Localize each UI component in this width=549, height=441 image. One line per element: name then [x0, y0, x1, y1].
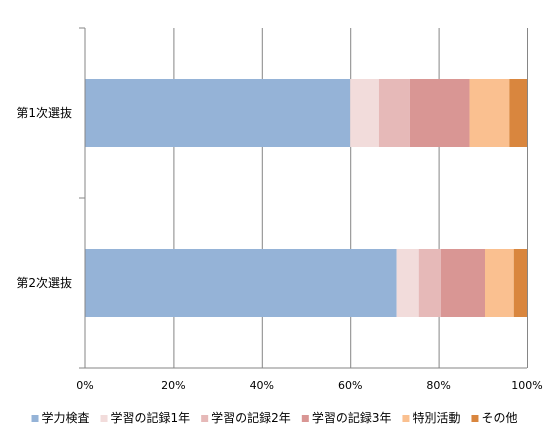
- bar-segment: [85, 249, 397, 317]
- bar-segment: [396, 249, 419, 317]
- legend-swatch: [31, 415, 39, 422]
- legend-label: 学習の記録2年: [211, 410, 291, 425]
- bar-segment: [469, 79, 510, 147]
- bar-segment: [440, 249, 486, 317]
- legend-swatch: [471, 415, 479, 422]
- x-tick-label: 100%: [511, 379, 542, 392]
- x-tick-label: 60%: [338, 379, 362, 392]
- legend-item: 学習の記録2年: [201, 410, 291, 425]
- x-tick-label: 0%: [76, 379, 93, 392]
- bar-segment: [85, 79, 351, 147]
- axes: [79, 27, 527, 369]
- category-label: 第2次選抜: [16, 276, 72, 290]
- bar-segment: [409, 79, 470, 147]
- bar-segment: [418, 249, 441, 317]
- x-tick-label: 40%: [250, 379, 274, 392]
- legend: 学力検査 学習の記録1年 学習の記録2年 学習の記録3年 特別活動 その他: [31, 410, 517, 425]
- bar-segment: [509, 79, 527, 147]
- legend-item: 学習の記録1年: [100, 410, 191, 425]
- legend-label: 学習の記録1年: [111, 410, 191, 425]
- bar-segment: [485, 249, 514, 317]
- legend-swatch: [100, 415, 108, 422]
- legend-swatch: [201, 415, 209, 422]
- legend-label: 学習の記録3年: [312, 410, 392, 425]
- legend-swatch: [402, 415, 410, 422]
- legend-item: その他: [471, 411, 517, 425]
- bar-segment: [378, 79, 410, 147]
- legend-item: 学習の記録3年: [301, 410, 392, 425]
- bars: [85, 79, 527, 317]
- category-label: 第1次選抜: [16, 106, 72, 120]
- x-tick-labels: 0% 20% 40% 60% 80% 100%: [76, 379, 542, 392]
- bar-segment: [350, 79, 379, 147]
- x-tick-label: 80%: [426, 379, 450, 392]
- bar-segment: [513, 249, 527, 317]
- legend-item: 特別活動: [402, 410, 460, 425]
- x-tick-label: 20%: [161, 379, 185, 392]
- legend-swatch: [301, 415, 309, 422]
- legend-item: 学力検査: [31, 410, 90, 425]
- legend-label: その他: [481, 411, 517, 425]
- legend-label: 学力検査: [42, 410, 90, 425]
- legend-label: 特別活動: [412, 410, 460, 425]
